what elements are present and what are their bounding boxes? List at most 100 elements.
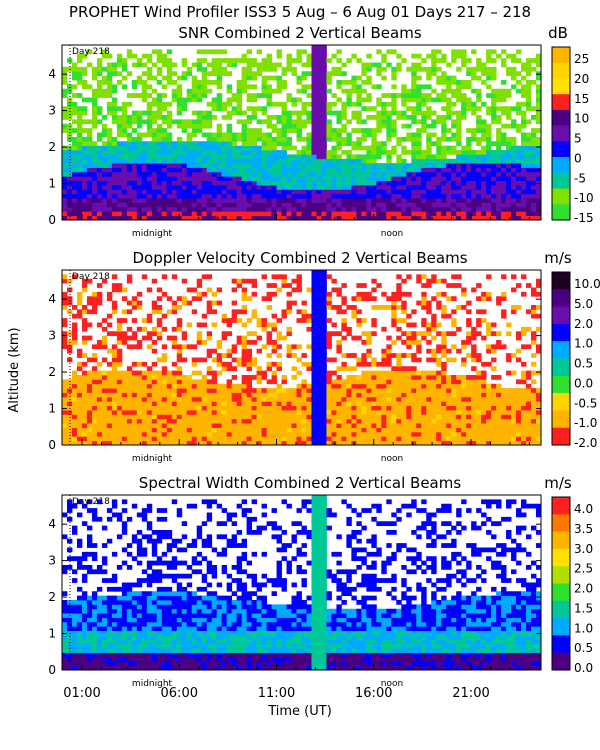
heatmap-cell: [201, 115, 208, 120]
heatmap-cell: [371, 370, 377, 376]
heatmap-cell: [221, 436, 228, 442]
heatmap-cell: [96, 383, 103, 389]
heatmap-cell: [241, 176, 248, 182]
heatmap-cell: [211, 97, 218, 103]
heatmap-cell: [261, 150, 267, 155]
heatmap-cell: [236, 392, 243, 398]
heatmap-cell: [441, 405, 447, 411]
heatmap-cell: [436, 405, 442, 411]
heatmap-cell: [71, 331, 78, 337]
heatmap-cell: [301, 123, 307, 129]
heatmap-cell: [406, 202, 412, 208]
heatmap-cell: [266, 132, 272, 138]
heatmap-cell: [341, 171, 347, 177]
heatmap-cell: [171, 388, 178, 393]
heatmap-cell: [451, 88, 457, 94]
heatmap-cell: [201, 291, 208, 297]
heatmap-cell: [446, 418, 452, 424]
heatmap-cell: [496, 136, 502, 142]
heatmap-cell: [371, 423, 377, 428]
heatmap-cell: [501, 176, 507, 182]
heatmap-cell: [476, 62, 482, 68]
heatmap-cell: [221, 158, 228, 164]
heatmap-cell: [326, 392, 332, 398]
heatmap-cell: [386, 383, 392, 389]
heatmap-cell: [311, 132, 317, 138]
heatmap-cell: [136, 150, 143, 155]
heatmap-cell: [231, 348, 238, 354]
heatmap-cell: [446, 145, 452, 151]
heatmap-cell: [426, 141, 432, 147]
heatmap-cell: [366, 106, 372, 112]
heatmap-cell: [356, 101, 362, 107]
heatmap-cell: [351, 145, 357, 151]
heatmap-cell: [426, 154, 432, 160]
heatmap-cell: [126, 193, 133, 199]
heatmap-cell: [136, 141, 143, 147]
heatmap-cell: [171, 163, 178, 168]
heatmap-cell: [166, 185, 173, 190]
heatmap-cell: [191, 410, 198, 415]
heatmap-cell: [471, 331, 477, 337]
heatmap-cell: [321, 75, 327, 81]
heatmap-cell: [371, 383, 377, 389]
heatmap-cell: [366, 375, 372, 380]
heatmap-cell: [346, 58, 352, 63]
heatmap-cell: [146, 110, 153, 116]
heatmap-cell: [476, 193, 482, 199]
heatmap-cell: [321, 62, 327, 68]
heatmap-cell: [186, 383, 193, 389]
heatmap-cell: [136, 414, 143, 420]
heatmap-cell: [86, 215, 93, 221]
heatmap-cell: [386, 154, 392, 160]
heatmap-cell: [511, 198, 517, 203]
heatmap-cell: [406, 392, 412, 398]
heatmap-cell: [201, 66, 208, 72]
heatmap-cell: [206, 440, 213, 446]
heatmap-cell: [261, 110, 267, 116]
heatmap-cell: [396, 401, 402, 407]
heatmap-cell: [366, 128, 372, 133]
heatmap-cell: [231, 375, 238, 380]
heatmap-cell: [91, 366, 98, 372]
heatmap-cell: [346, 305, 352, 310]
heatmap-cell: [211, 185, 218, 190]
heatmap-cell: [161, 132, 168, 138]
heatmap-cell: [536, 128, 542, 133]
heatmap-cell: [481, 80, 487, 85]
heatmap-cell: [476, 180, 482, 186]
heatmap-cell: [421, 180, 427, 186]
heatmap-cell: [296, 163, 302, 168]
heatmap-cell: [426, 66, 432, 72]
heatmap-cell: [356, 88, 362, 94]
heatmap-cell: [326, 388, 332, 393]
heatmap-cell: [116, 436, 123, 442]
heatmap-cell: [506, 66, 512, 72]
heatmap-cell: [176, 145, 183, 151]
heatmap-cell: [341, 123, 347, 129]
heatmap-cell: [436, 202, 442, 208]
heatmap-cell: [126, 171, 133, 177]
heatmap-cell: [526, 93, 532, 98]
heatmap-cell: [301, 300, 307, 306]
heatmap-cell: [196, 167, 203, 173]
heatmap-cell: [251, 128, 257, 133]
heatmap-cell: [351, 335, 357, 341]
heatmap-cell: [406, 427, 412, 433]
heatmap-cell: [361, 128, 367, 133]
heatmap-cell: [261, 62, 267, 68]
heatmap-cell: [301, 318, 307, 323]
heatmap-cell: [171, 62, 178, 68]
heatmap-cell: [266, 145, 272, 151]
heatmap-cell: [261, 322, 267, 328]
heatmap-cell: [356, 110, 362, 116]
heatmap-cell: [191, 154, 198, 160]
heatmap-cell: [156, 423, 163, 428]
heatmap-cell: [186, 180, 193, 186]
heatmap-cell: [371, 410, 377, 415]
heatmap-cell: [311, 215, 317, 221]
heatmap-cell: [396, 163, 402, 168]
heatmap-cell: [286, 305, 292, 310]
heatmap-cell: [361, 340, 367, 345]
heatmap-cell: [436, 414, 442, 420]
